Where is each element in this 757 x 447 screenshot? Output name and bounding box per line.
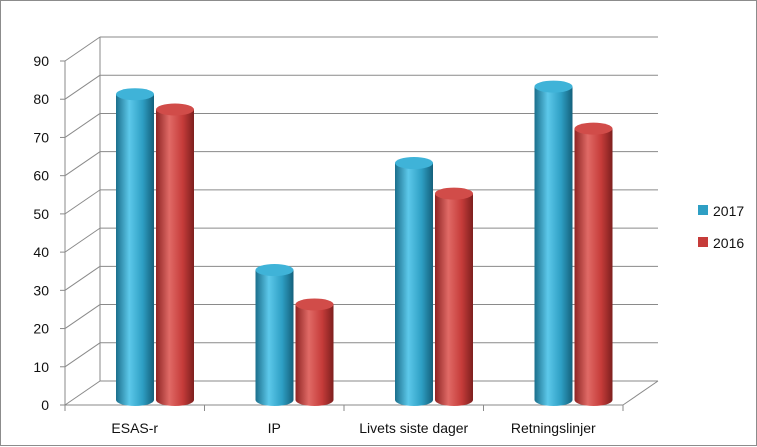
gridline-wall bbox=[64, 151, 101, 177]
bar-top bbox=[395, 157, 433, 170]
bar-top bbox=[295, 298, 334, 311]
x-tick-label: Retningslinjer bbox=[511, 420, 596, 436]
floor-edge bbox=[622, 380, 659, 406]
bar-2017-ip bbox=[255, 264, 294, 406]
x-tick-label: Livets siste dager bbox=[359, 420, 468, 436]
bar-top bbox=[574, 122, 613, 135]
bar-2016-retningslinjer bbox=[574, 122, 613, 406]
bar-2017-esas-r bbox=[116, 88, 154, 406]
y-tick-label: 70 bbox=[33, 129, 49, 145]
y-tick-label: 90 bbox=[33, 53, 49, 69]
legend-label: 2017 bbox=[713, 203, 744, 219]
gridline-wall bbox=[64, 113, 101, 138]
y-tick-label: 60 bbox=[33, 168, 49, 184]
bar-body bbox=[255, 270, 294, 406]
bar-body bbox=[435, 193, 473, 406]
y-tick-label: 30 bbox=[33, 282, 49, 298]
legend-swatch bbox=[698, 237, 708, 247]
bar-body bbox=[116, 94, 154, 406]
bar-top bbox=[116, 88, 154, 101]
bar-2016-esas-r bbox=[156, 103, 194, 406]
bar-top bbox=[255, 264, 294, 277]
bar-body bbox=[534, 86, 573, 407]
x-tick-label: ESAS-r bbox=[111, 420, 158, 436]
bar-body bbox=[295, 304, 334, 406]
y-tick-label: 10 bbox=[33, 359, 49, 375]
gridline-wall bbox=[64, 189, 101, 215]
bar-2017-livets-siste-dager bbox=[395, 157, 433, 406]
gridline-wall bbox=[64, 36, 101, 62]
gridline-wall bbox=[64, 265, 101, 291]
bar-2017-retningslinjer bbox=[534, 80, 573, 407]
y-tick-label: 50 bbox=[33, 206, 49, 222]
legend-swatch bbox=[698, 205, 708, 215]
bar-body bbox=[156, 109, 194, 406]
gridline-wall bbox=[64, 74, 101, 100]
gridline-wall bbox=[64, 380, 101, 406]
bar-body bbox=[574, 128, 613, 406]
bar-2016-livets-siste-dager bbox=[435, 187, 473, 406]
bar-top bbox=[156, 103, 194, 116]
bar-2016-ip bbox=[295, 298, 334, 406]
bar-top bbox=[435, 187, 473, 200]
y-tick-label: 40 bbox=[33, 244, 49, 260]
legend-label: 2016 bbox=[713, 235, 744, 251]
gridline-wall bbox=[64, 304, 101, 329]
y-tick-label: 20 bbox=[33, 321, 49, 337]
gridline-wall bbox=[64, 227, 101, 253]
y-tick-label: 80 bbox=[33, 91, 49, 107]
bar-body bbox=[395, 163, 433, 406]
x-tick-label: IP bbox=[268, 420, 281, 436]
bar-top bbox=[534, 80, 573, 93]
gridline-wall bbox=[64, 342, 101, 368]
y-tick-label: 0 bbox=[41, 397, 49, 413]
